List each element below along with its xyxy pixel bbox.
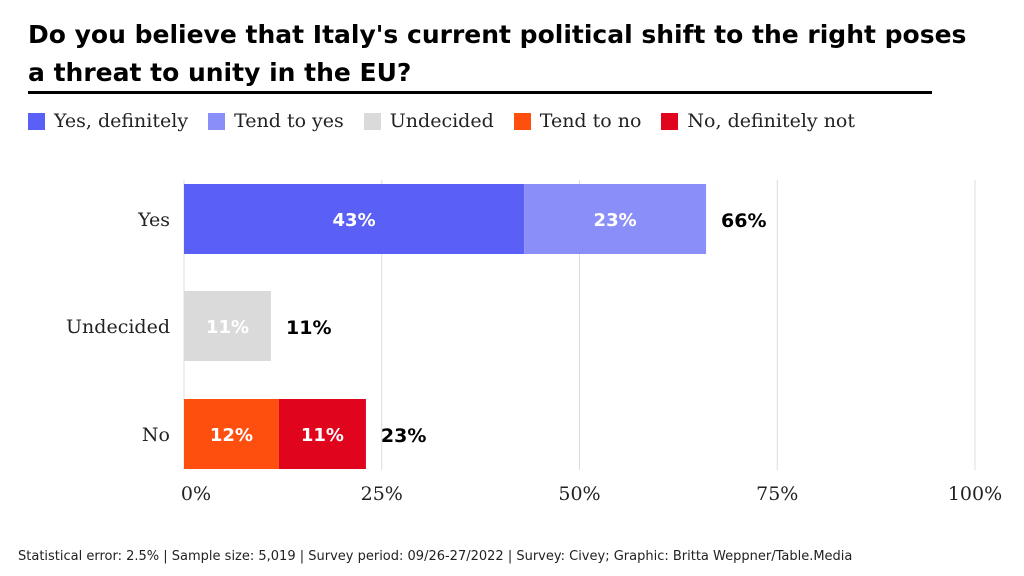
x-tick-label-25: 25% bbox=[361, 483, 403, 505]
chart-title: Do you believe that Italy's current poli… bbox=[28, 20, 967, 87]
footer-source-note: Statistical error: 2.5% | Sample size: 5… bbox=[18, 549, 853, 564]
total-label-undecided: 11% bbox=[286, 317, 331, 339]
legend-swatch-tend-to-yes bbox=[208, 112, 226, 130]
legend-label-no-definitely-not: No, definitely not bbox=[687, 110, 855, 132]
bar-no-no-definitely-not bbox=[278, 399, 366, 469]
bar-yes-tend-to-yes bbox=[524, 184, 707, 254]
bar-no-tend-to-no bbox=[184, 399, 279, 469]
bar-label-yes-tend-to-yes: 23% bbox=[594, 210, 637, 231]
legend-label-tend-to-no: Tend to no bbox=[539, 110, 642, 132]
legend: Yes, definitely Tend to yes Undecided Te… bbox=[28, 108, 875, 134]
legend-label-undecided: Undecided bbox=[389, 110, 494, 132]
bar-undecided-undecided bbox=[184, 291, 272, 361]
bar-label-undecided-undecided: 11% bbox=[206, 317, 249, 338]
total-label-yes: 66% bbox=[721, 210, 766, 232]
legend-item-tend-to-no: Tend to no bbox=[513, 110, 642, 132]
legend-swatch-undecided bbox=[363, 112, 381, 130]
legend-label-tend-to-yes: Tend to yes bbox=[234, 110, 344, 132]
legend-swatch-yes-definitely bbox=[28, 112, 45, 130]
x-tick-label-75: 75% bbox=[756, 483, 798, 505]
bar-yes-yes-definitely bbox=[184, 184, 525, 254]
category-label-no: No bbox=[142, 424, 170, 446]
title-underline bbox=[28, 91, 932, 94]
total-label-no: 23% bbox=[381, 425, 426, 447]
legend-swatch-tend-to-no bbox=[513, 112, 531, 130]
legend-item-tend-to-yes: Tend to yes bbox=[208, 110, 344, 132]
legend-item-no-definitely-not: No, definitely not bbox=[661, 110, 855, 132]
bar-label-no-no-definitely-not: 11% bbox=[301, 425, 344, 446]
legend-swatch-no-definitely-not bbox=[661, 112, 679, 130]
bar-label-yes-yes-definitely: 43% bbox=[333, 210, 376, 231]
legend-item-yes-definitely: Yes, definitely bbox=[28, 110, 188, 132]
category-label-undecided: Undecided bbox=[66, 316, 170, 338]
legend-item-undecided: Undecided bbox=[363, 110, 494, 132]
bar-label-no-tend-to-no: 12% bbox=[210, 425, 253, 446]
x-tick-label-50: 50% bbox=[558, 483, 600, 505]
legend-label-yes-definitely: Yes, definitely bbox=[54, 110, 189, 132]
x-tick-label-100: 100% bbox=[948, 483, 1002, 505]
category-label-yes: Yes bbox=[137, 209, 170, 231]
x-tick-label-0: 0% bbox=[181, 483, 211, 505]
